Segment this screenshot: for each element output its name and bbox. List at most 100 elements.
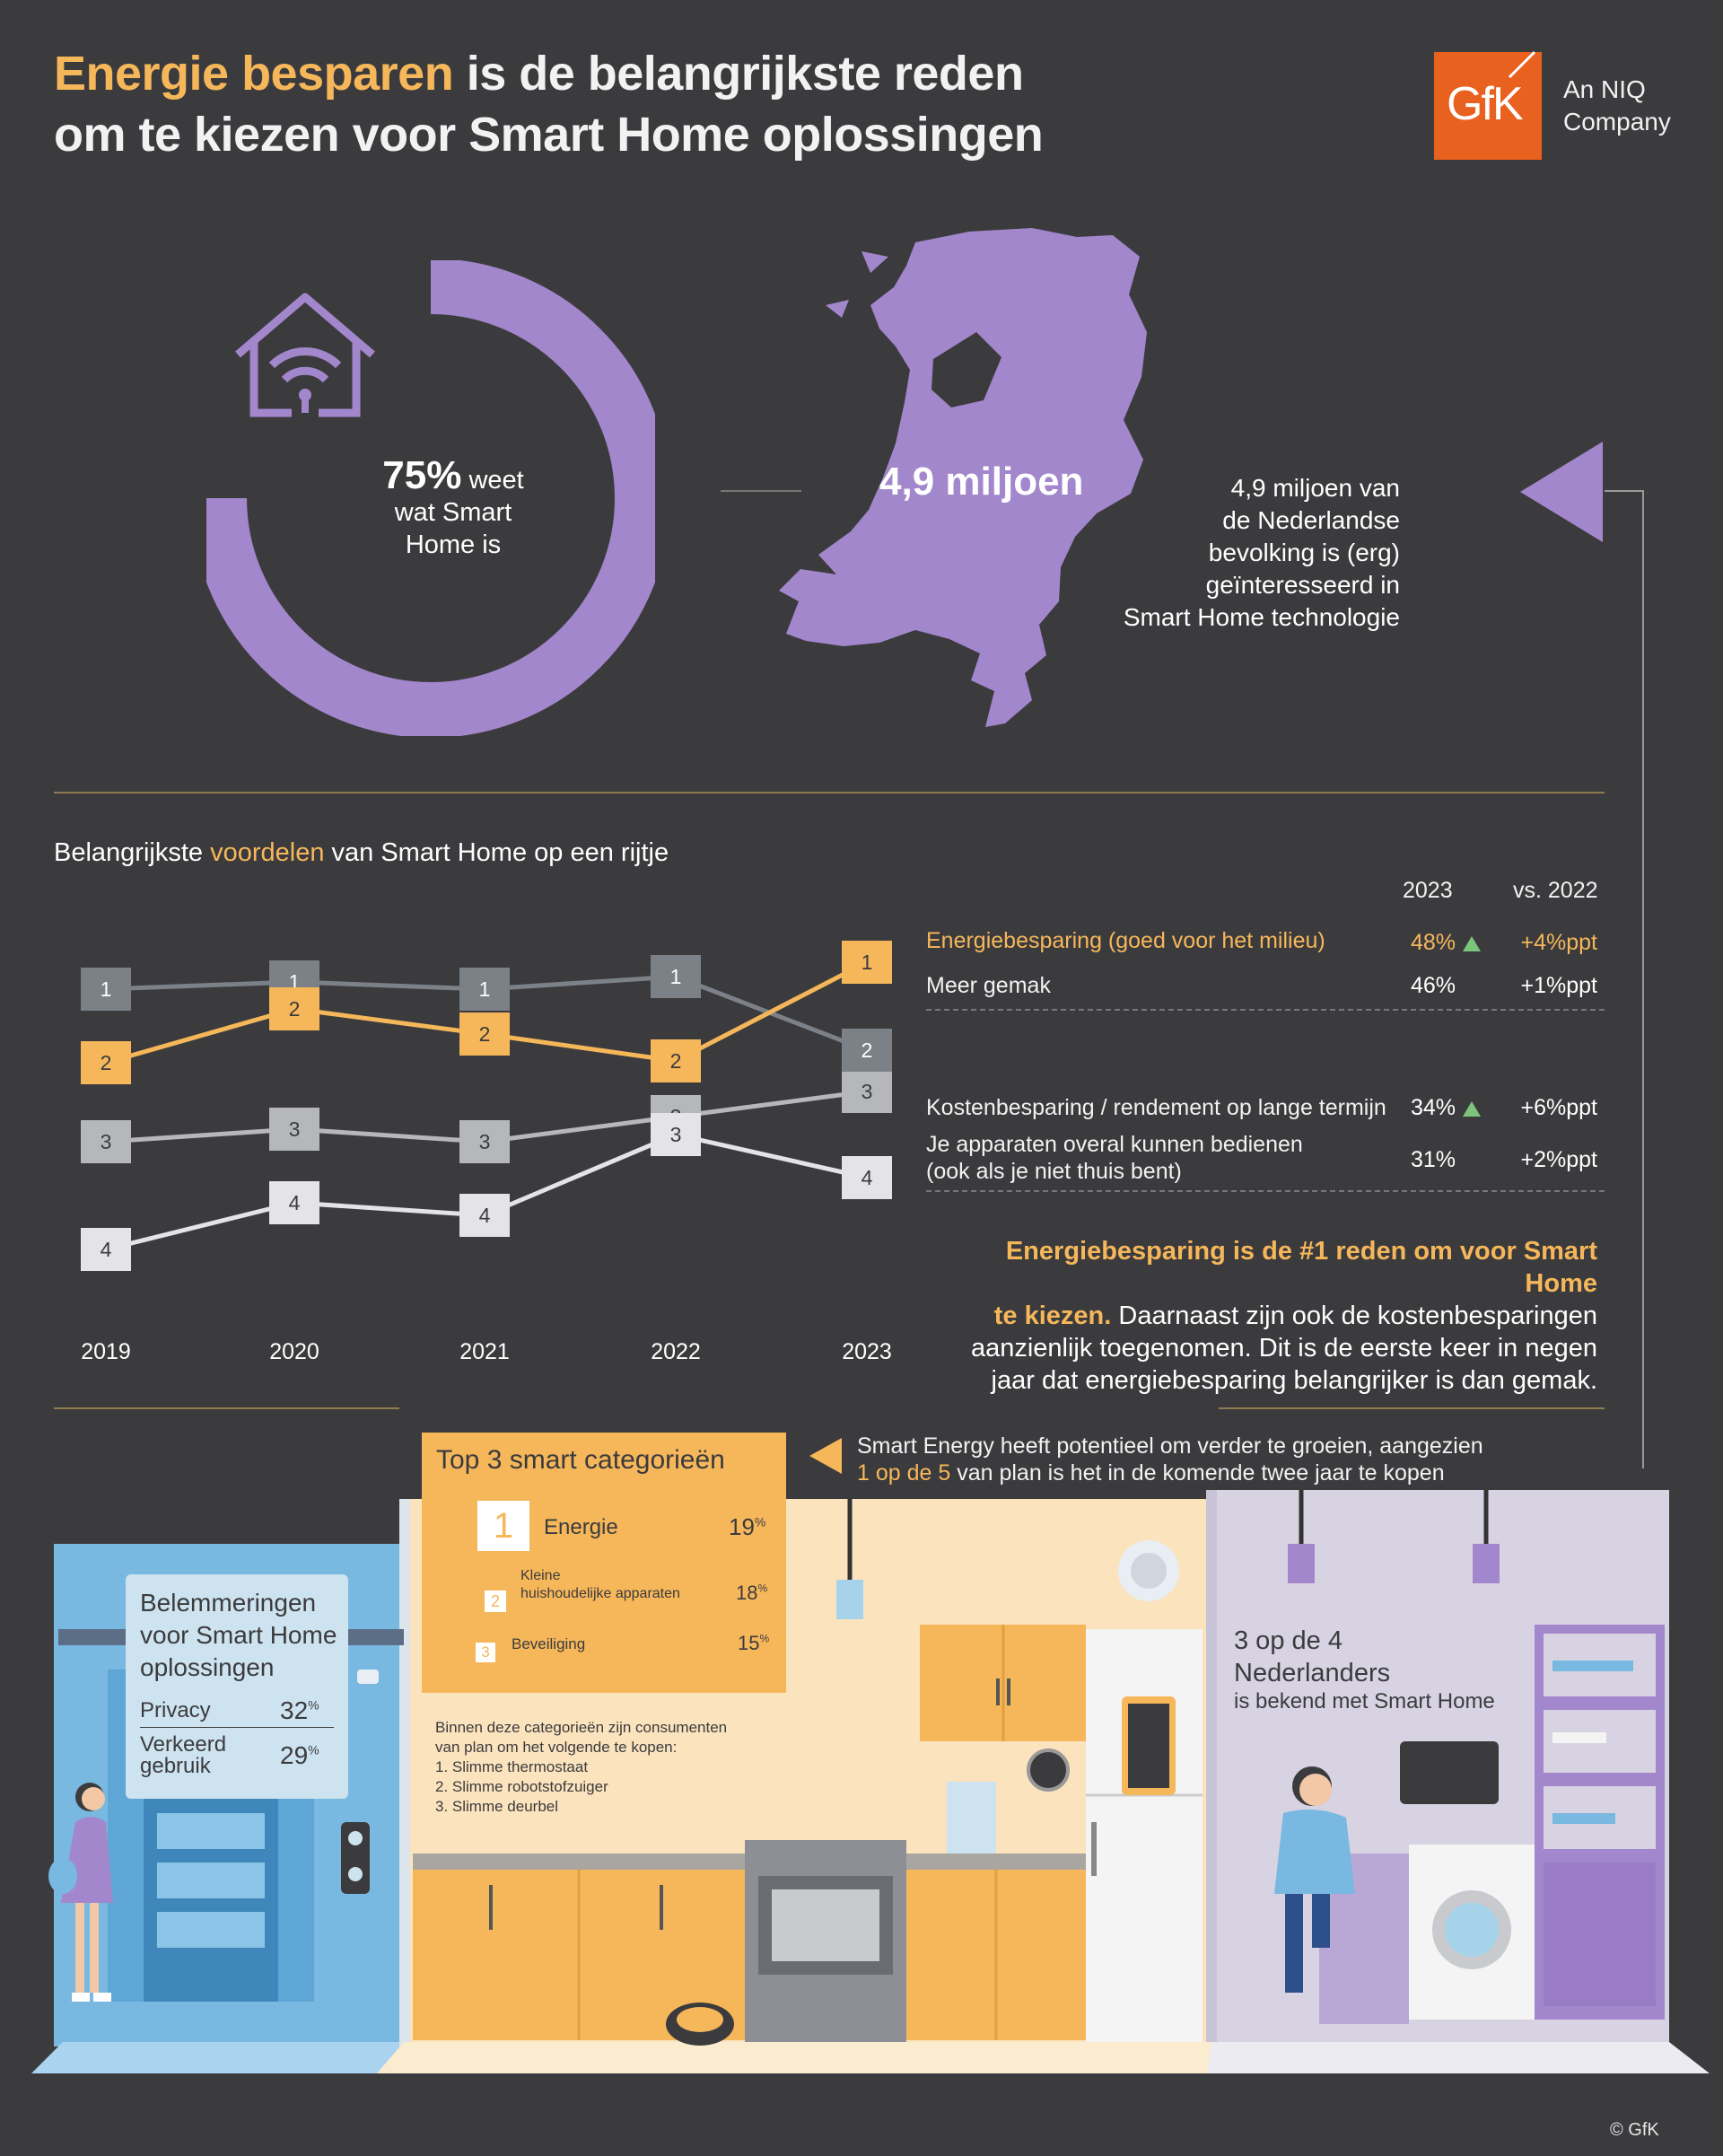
- benefit-value-costs: 34%: [1411, 1095, 1509, 1121]
- year-label: 2019: [81, 1339, 131, 1364]
- svg-text:1: 1: [101, 977, 112, 1001]
- awareness-note-subline: is bekend met Smart Home: [1234, 1689, 1495, 1713]
- benefit-value-comfort: 46%: [1411, 973, 1456, 998]
- rank-marker: 1: [651, 955, 701, 998]
- copyright: © GfK: [1610, 2120, 1659, 2140]
- year-label: 2020: [269, 1339, 319, 1364]
- category-value-security: 15%: [738, 1632, 770, 1654]
- svg-text:3: 3: [862, 1080, 873, 1103]
- col-header-vs: vs. 2022: [1513, 878, 1598, 903]
- benefit-label-energy: Energiebesparing (goed voor het milieu): [926, 928, 1325, 953]
- row-divider: [926, 1009, 1605, 1011]
- benefit-change-costs: +6%ppt: [1520, 1095, 1598, 1120]
- rank-marker: 3: [459, 1120, 510, 1163]
- awareness-text: 75% weet wat Smart Home is: [382, 453, 524, 560]
- svg-text:3: 3: [289, 1117, 301, 1141]
- side-line-top: [1605, 490, 1644, 492]
- rank-marker: 3: [81, 1120, 131, 1163]
- year-label: 2021: [459, 1339, 510, 1364]
- trend-up-icon: [1463, 935, 1482, 951]
- awareness-note-headline: 3 op de 4 Nederlanders: [1234, 1626, 1391, 1687]
- side-line-vertical: [1642, 490, 1644, 1468]
- barrier-value-privacy: 32%: [280, 1696, 319, 1724]
- gfk-logo[interactable]: GfK: [1434, 50, 1542, 160]
- rank-marker: 1: [842, 941, 892, 984]
- benefit-value-remote: 31%: [1411, 1147, 1456, 1172]
- benefit-change-comfort: +1%ppt: [1520, 973, 1598, 998]
- pointer-triangle-icon: [1520, 442, 1603, 542]
- section-divider-right: [1219, 1407, 1605, 1409]
- barrier-value-misuse: 29%: [280, 1741, 319, 1769]
- section-divider: [54, 792, 1605, 793]
- purchase-plan-list: Binnen deze categorieën zijn consumenten…: [435, 1719, 728, 1815]
- benefit-label-remote: Je apparaten overal kunnen bedienen (ook…: [926, 1132, 1303, 1184]
- svg-text:2: 2: [862, 1039, 873, 1062]
- svg-text:2: 2: [670, 1049, 682, 1073]
- barrier-divider: [140, 1727, 334, 1728]
- benefit-label-costs: Kostenbesparing / rendement op lange ter…: [926, 1095, 1386, 1120]
- year-label: 2022: [651, 1339, 701, 1364]
- benefit-change-energy: +4%ppt: [1520, 930, 1598, 955]
- rank-marker: 2: [459, 1012, 510, 1056]
- rank-marker: 3: [269, 1108, 319, 1151]
- smart-home-wifi-icon: [235, 293, 375, 417]
- barriers-card: Belemmeringen voor Smart Home oplossinge…: [126, 1574, 348, 1799]
- smart-energy-note: Smart Energy heeft potentieel om verder …: [857, 1433, 1483, 1486]
- rank-marker: 4: [81, 1228, 131, 1271]
- rank-marker: 1: [81, 968, 131, 1011]
- category-label-appliances: Kleine huishoudelijke apparaten: [520, 1568, 680, 1601]
- svg-text:3: 3: [479, 1130, 491, 1153]
- barrier-label-privacy: Privacy: [140, 1698, 211, 1722]
- svg-text:3: 3: [670, 1123, 682, 1146]
- svg-text:1: 1: [670, 965, 682, 988]
- benefits-insight: Energiebesparing is de #1 reden om voor …: [970, 1237, 1597, 1395]
- rank-marker: 2: [842, 1029, 892, 1072]
- awareness-donut: [206, 260, 655, 736]
- row-divider: [926, 1190, 1605, 1192]
- pointer-triangle-icon: [809, 1438, 842, 1474]
- category-label-energy: Energie: [544, 1515, 618, 1539]
- rank-chart: 3333344434111122222120192020202120222023: [81, 941, 892, 1364]
- rank-marker: 4: [269, 1181, 319, 1224]
- category-value-energy: 19%: [729, 1513, 766, 1540]
- rank-badge: 2: [485, 1591, 506, 1612]
- benefits-title: Belangrijkste voordelen van Smart Home o…: [54, 838, 669, 867]
- section-divider-left: [54, 1407, 399, 1409]
- benefit-label-comfort: Meer gemak: [926, 973, 1051, 998]
- benefit-value-energy: 48%: [1411, 930, 1509, 956]
- rank-marker: 2: [651, 1039, 701, 1082]
- awareness-note: 3 op de 4 Nederlanders is bekend met Sma…: [1234, 1625, 1495, 1714]
- rank-badge: 3: [476, 1643, 495, 1662]
- svg-text:1: 1: [862, 951, 873, 974]
- rank-marker: 2: [81, 1041, 131, 1084]
- top3-title: Top 3 smart categorieën: [436, 1445, 725, 1475]
- rank-marker: 3: [842, 1070, 892, 1113]
- svg-text:4: 4: [862, 1166, 873, 1189]
- interest-description: 4,9 miljoen van de Nederlandse bevolking…: [1123, 474, 1400, 631]
- barrier-label-misuse: Verkeerd gebruik: [140, 1732, 227, 1778]
- category-label-security: Beveiliging: [512, 1635, 586, 1652]
- col-header-2023: 2023: [1403, 878, 1453, 903]
- rank-marker: 4: [842, 1156, 892, 1199]
- svg-text:1: 1: [479, 977, 491, 1001]
- svg-text:4: 4: [479, 1204, 491, 1227]
- svg-text:2: 2: [101, 1051, 112, 1074]
- benefit-change-remote: +2%ppt: [1520, 1147, 1598, 1172]
- top3-categories-card: Top 3 smart categorieën 1 Energie 19% 2 …: [422, 1433, 786, 1693]
- trend-up-icon: [1463, 1100, 1482, 1117]
- svg-text:3: 3: [101, 1130, 112, 1153]
- svg-text:4: 4: [289, 1191, 301, 1214]
- logo-text: GfK: [1447, 78, 1524, 130]
- category-value-appliances: 18%: [736, 1582, 768, 1604]
- svg-text:4: 4: [101, 1238, 112, 1261]
- rank-marker: 3: [651, 1113, 701, 1156]
- netherlands-map: [779, 228, 1147, 727]
- rank-badge: 1: [477, 1501, 529, 1551]
- logo-subtitle: An NIQ Company: [1563, 75, 1671, 136]
- svg-text:2: 2: [479, 1022, 491, 1046]
- map-label: 4,9 miljoen: [879, 460, 1084, 504]
- rank-marker: 1: [459, 968, 510, 1011]
- logo-slash-icon: [1508, 50, 1536, 79]
- barriers-title: Belemmeringen voor Smart Home oplossinge…: [140, 1589, 337, 1681]
- svg-text:2: 2: [289, 997, 301, 1021]
